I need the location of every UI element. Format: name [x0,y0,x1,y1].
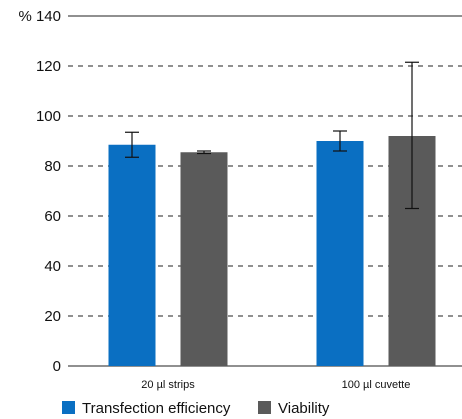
error-bar-viability-1 [405,61,419,210]
bar-viability-0 [180,152,228,366]
bar-transfection-1 [316,141,364,366]
y-tick-label-120: 120 [36,58,61,75]
error-bar-viability-0 [197,150,211,155]
legend-swatch [62,401,75,414]
y-axis-tick-labels: 0 20 40 60 80 100 120 % 140 [18,8,61,375]
y-tick-label-40: 40 [44,258,61,275]
legend-item-transfection: Transfection efficiency [62,400,231,417]
error-bar-transfection-0 [125,131,139,158]
legend-item-viability: Viability [258,400,330,417]
legend-label: Transfection efficiency [82,400,231,417]
y-tick-label-20: 20 [44,308,61,325]
y-tick-label-140: % 140 [18,8,61,25]
legend: Transfection efficiency Viability [62,400,330,417]
x-category-label-1: 100 µl cuvette [342,379,411,391]
bar-transfection-0 [108,144,156,366]
x-axis-category-labels: 20 µl strips 100 µl cuvette [141,379,410,391]
y-tick-label-0: 0 [53,358,61,375]
legend-swatch [258,401,271,414]
y-tick-label-80: 80 [44,158,61,175]
legend-label: Viability [278,400,330,417]
x-category-label-0: 20 µl strips [141,379,195,391]
error-bar-transfection-1 [333,130,347,152]
y-tick-label-100: 100 [36,108,61,125]
bars [108,136,436,366]
error-bars [125,61,419,210]
y-tick-label-60: 60 [44,208,61,225]
